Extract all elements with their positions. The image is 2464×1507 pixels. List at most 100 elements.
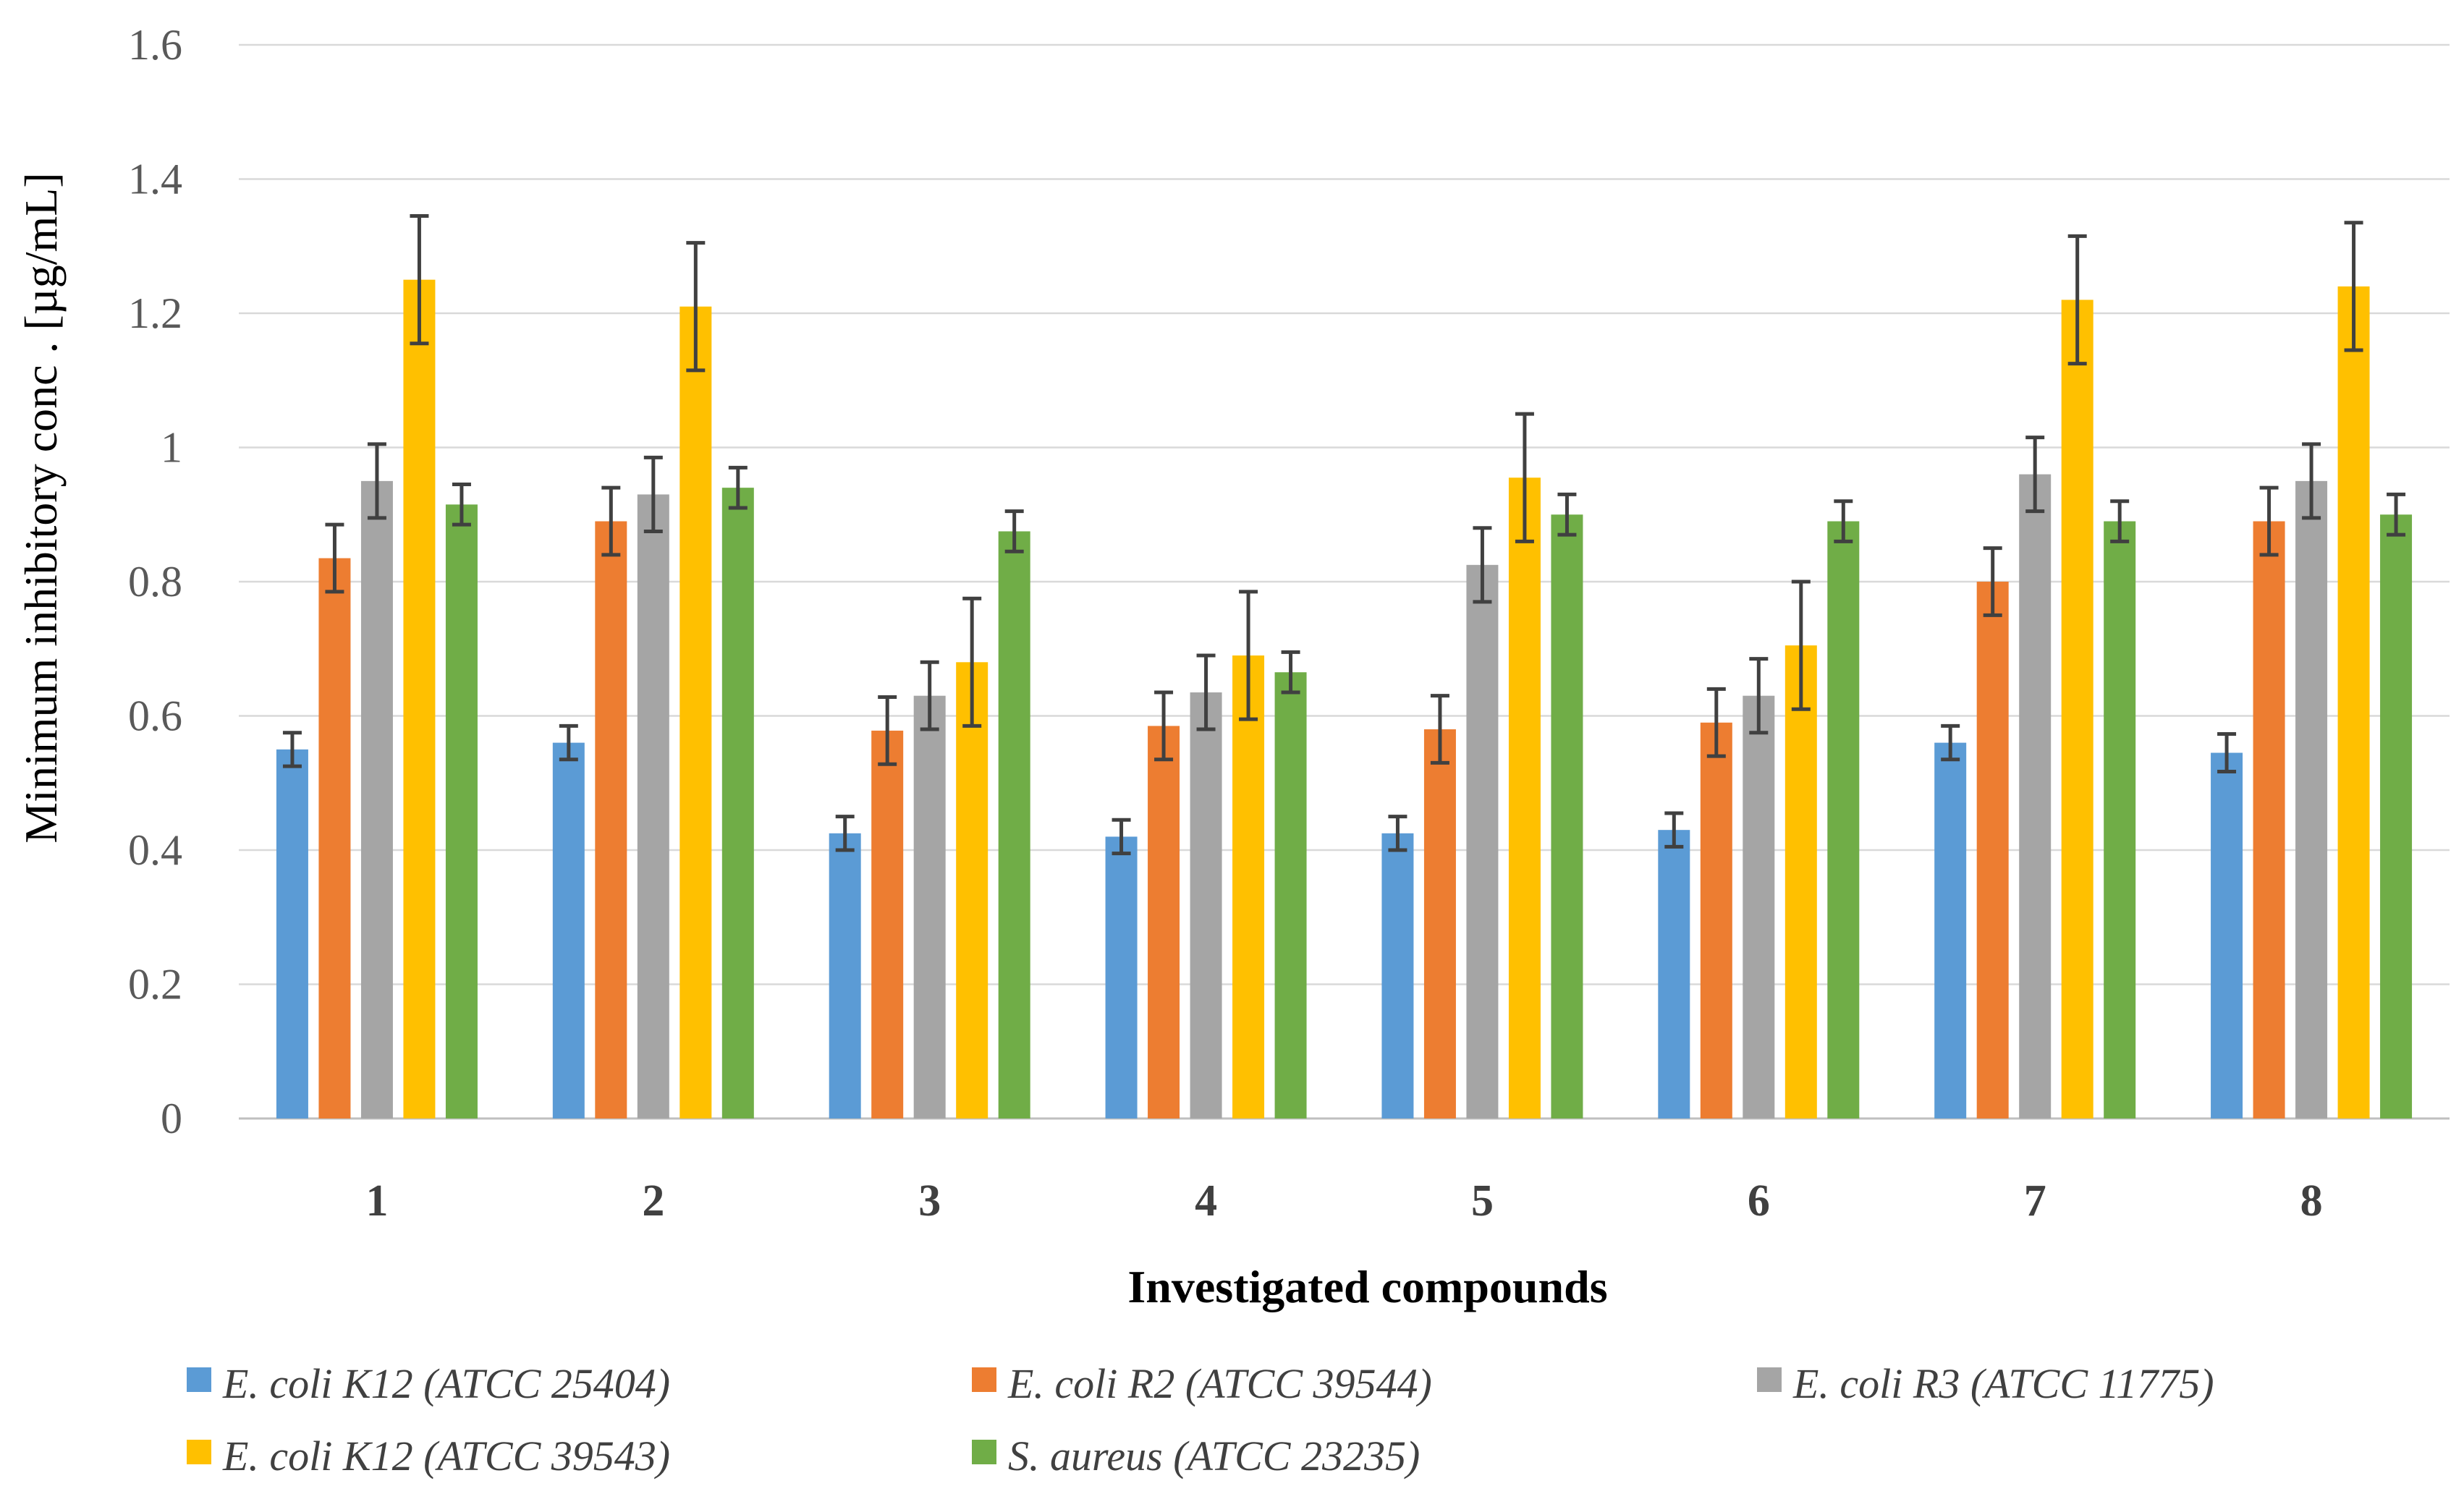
- bar: [1232, 655, 1265, 1118]
- y-tick-label: 0.8: [128, 558, 182, 606]
- bar: [2380, 514, 2413, 1118]
- bar: [679, 306, 712, 1119]
- y-tick-label: 1.6: [128, 21, 182, 69]
- y-tick-label: 0: [161, 1095, 182, 1142]
- bar: [1743, 695, 1775, 1118]
- bar: [871, 730, 904, 1118]
- bar: [403, 279, 436, 1118]
- error-bar: [2387, 492, 2406, 537]
- x-tick-label: 5: [1471, 1176, 1494, 1226]
- x-axis-ticks: 1 2 3 4 5 6 7 8: [365, 1176, 2322, 1226]
- bar: [1508, 477, 1541, 1118]
- error-bar: [1004, 509, 1024, 553]
- error-bar: [1983, 546, 2002, 617]
- bar: [2253, 521, 2285, 1118]
- bar: [2019, 474, 2052, 1118]
- y-tick-label: 1.4: [128, 156, 182, 203]
- error-bar: [1749, 657, 1769, 735]
- bar: [1423, 729, 1456, 1118]
- bar: [360, 480, 393, 1118]
- bar: [913, 695, 946, 1118]
- error-bar: [1196, 653, 1216, 731]
- error-bar: [878, 695, 897, 766]
- error-bar: [2302, 442, 2321, 520]
- legend-label: S. aureus (ATCC 23235): [1008, 1432, 1420, 1480]
- error-bar: [1473, 526, 1492, 604]
- legend-label: E. coli R2 (ATCC 39544): [1007, 1360, 1432, 1407]
- error-bar: [1664, 811, 1684, 849]
- error-bar: [643, 455, 663, 533]
- error-bar: [1791, 580, 1811, 711]
- y-axis-title: Minimum inhibitory conc . [µg/mL]: [15, 172, 67, 843]
- bar: [1105, 836, 1138, 1118]
- legend-swatch: [1757, 1367, 1782, 1392]
- error-bar: [1112, 818, 1131, 856]
- error-bar: [325, 522, 344, 594]
- error-bar: [2344, 221, 2363, 352]
- y-tick-label: 0.2: [128, 961, 182, 1009]
- legend-swatch: [187, 1367, 211, 1392]
- bar: [1274, 672, 1307, 1118]
- error-bar: [601, 485, 621, 557]
- error-bar: [1154, 690, 1174, 762]
- error-bar: [2025, 436, 2045, 514]
- legend-label: E. coli R3 (ATCC 11775): [1792, 1360, 2214, 1407]
- error-bar: [1239, 590, 1258, 721]
- error-bar: [2067, 234, 2087, 366]
- error-bar: [2259, 485, 2279, 557]
- bar: [2104, 521, 2136, 1118]
- x-tick-label: 7: [2024, 1176, 2046, 1226]
- y-tick-label: 0.4: [128, 826, 182, 874]
- bar: [1190, 692, 1222, 1118]
- error-bar: [1557, 492, 1577, 537]
- bar: [2337, 286, 2370, 1118]
- error-bar: [410, 214, 429, 346]
- x-tick-label: 1: [365, 1176, 388, 1226]
- x-axis-title: Investigated compounds: [1127, 1261, 1607, 1312]
- legend-swatch: [972, 1367, 996, 1392]
- x-tick-label: 8: [2300, 1176, 2323, 1226]
- legend-label: E. coli K12 (ATCC 25404): [222, 1360, 670, 1407]
- error-bar: [367, 442, 386, 520]
- y-tick-label: 0.6: [128, 692, 182, 740]
- y-axis-ticks: 0 0.2 0.4 0.6 0.8 1 1.2 1.4 1.6: [128, 21, 182, 1142]
- y-tick-label: 1.2: [128, 289, 182, 337]
- legend-swatch: [187, 1440, 211, 1464]
- bar: [1381, 833, 1414, 1118]
- bar: [595, 521, 627, 1118]
- legend-item: E. coli R3 (ATCC 11775): [1757, 1360, 2214, 1407]
- error-bar: [962, 596, 982, 728]
- x-tick-label: 4: [1195, 1176, 1217, 1226]
- x-tick-label: 6: [1748, 1176, 1770, 1226]
- bar: [2061, 300, 2093, 1119]
- legend-item: S. aureus (ATCC 23235): [972, 1432, 1420, 1480]
- bar: [1827, 521, 1860, 1118]
- bar: [998, 531, 1030, 1118]
- error-bars: [282, 214, 2406, 856]
- error-bar: [1834, 499, 1853, 543]
- legend-item: E. coli K12 (ATCC 39543): [187, 1432, 670, 1480]
- bar: [1466, 564, 1499, 1118]
- legend-swatch: [972, 1440, 996, 1464]
- bar: [1658, 830, 1690, 1118]
- bar: [2295, 480, 2328, 1118]
- x-tick-label: 2: [642, 1176, 664, 1226]
- bar: [829, 833, 861, 1118]
- bar: [721, 488, 754, 1118]
- bar: [1976, 582, 2009, 1118]
- bar: [956, 662, 988, 1118]
- bar: [637, 494, 669, 1118]
- bar: [318, 558, 351, 1118]
- error-bar: [835, 815, 855, 852]
- error-bar: [1515, 412, 1534, 543]
- error-bar: [559, 723, 578, 762]
- x-tick-label: 3: [918, 1176, 941, 1226]
- legend-item: E. coli K12 (ATCC 25404): [187, 1360, 670, 1407]
- bar: [552, 742, 585, 1118]
- error-bar: [452, 483, 471, 527]
- error-bar: [1281, 650, 1300, 695]
- bar: [1551, 514, 1583, 1118]
- error-bar: [1388, 815, 1407, 852]
- error-bar: [920, 660, 939, 731]
